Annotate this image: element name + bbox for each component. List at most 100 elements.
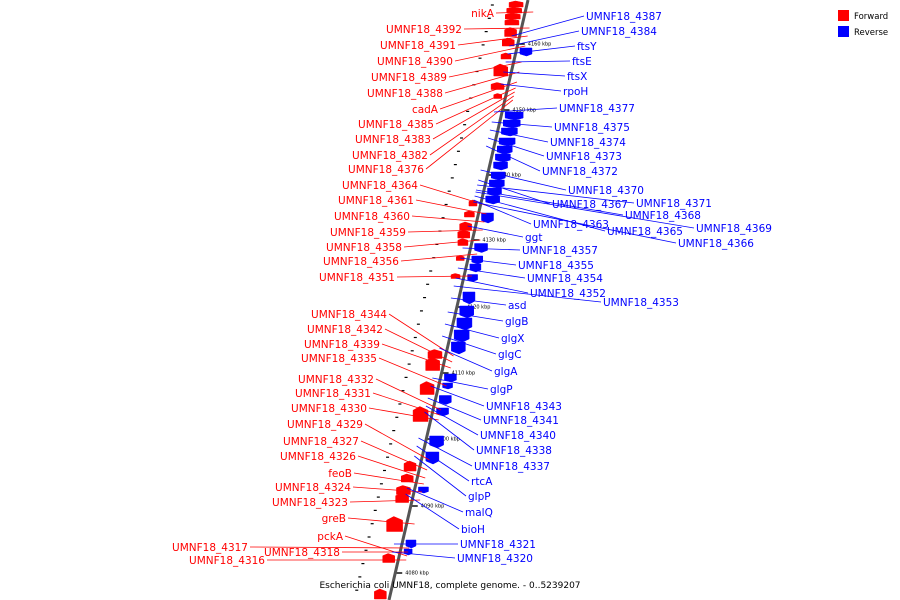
gene-label: UMNF18_4376 — [348, 164, 424, 176]
label-leader-line — [418, 437, 473, 467]
labels-layer: nikA UMNF18_4392 UMNF18_4391 UMNF18_4390 UMN… — [172, 8, 772, 567]
label-leader-line — [455, 277, 529, 294]
label-leader-line — [360, 440, 428, 471]
gene-label: UMNF18_4372 — [542, 166, 618, 178]
gene-label: glpP — [468, 491, 491, 503]
gene-label: UMNF18_4375 — [554, 122, 630, 134]
label-leader-line — [480, 169, 567, 191]
label-leader-line — [352, 486, 423, 493]
gene-label: UMNF18_4341 — [483, 415, 559, 427]
label-leader-line — [467, 225, 524, 238]
gene-label: UMNF18_4360 — [334, 211, 410, 223]
label-leader-line — [414, 455, 467, 497]
reverse-gene-block — [493, 161, 508, 171]
gene-label: UMNF18_4377 — [559, 103, 635, 115]
gene-label: UMNF18_4368 — [625, 210, 701, 222]
gene-label: UMNF18_4338 — [476, 445, 552, 457]
gene-label: UMNF18_4320 — [457, 553, 533, 565]
reverse-gene-block — [474, 243, 488, 253]
gene-label: ftsY — [577, 41, 597, 53]
legend-forward-swatch — [838, 10, 849, 21]
label-leader-line — [503, 71, 566, 77]
gene-label: UMNF18_4391 — [380, 40, 456, 52]
gene-label: asd — [508, 300, 527, 312]
reverse-gene-block — [485, 195, 500, 205]
label-leader-line — [491, 121, 553, 128]
gene-label: UMNF18_4384 — [581, 26, 657, 38]
reverse-gene-block — [425, 451, 440, 465]
gene-label: ftsX — [567, 71, 587, 83]
label-leader-line — [507, 45, 576, 55]
gene-label: rtcA — [471, 476, 493, 488]
reverse-gene-block — [418, 486, 429, 494]
gene-label: UMNF18_4332 — [298, 374, 374, 386]
gene-label: UMNF18_4374 — [550, 137, 626, 149]
label-leader-line — [486, 145, 541, 172]
gene-label: UMNF18_4356 — [323, 256, 399, 268]
forward-gene-block — [425, 357, 440, 371]
forward-gene-block — [505, 12, 521, 20]
gene-label: UMNF18_4370 — [568, 185, 644, 197]
gene-label: malQ — [465, 507, 493, 519]
reverse-gene-block — [490, 171, 506, 181]
gene-label: UMNF18_4364 — [342, 180, 418, 192]
forward-gene-block — [459, 221, 472, 231]
reverse-gene-block — [498, 137, 516, 147]
gene-label: nikA — [471, 8, 495, 20]
gene-label: UMNF18_4392 — [386, 24, 462, 36]
reverse-gene-block — [444, 373, 457, 383]
label-leader-line — [406, 487, 464, 513]
forward-gene-block — [457, 229, 471, 239]
gene-label: UMNF18_4389 — [371, 72, 447, 84]
gene-label: greB — [322, 513, 346, 525]
tick-label: 4140 kbp — [497, 173, 521, 179]
gene-label: UMNF18_4330 — [291, 403, 367, 415]
label-leader-line — [509, 30, 580, 47]
gene-label: UMNF18_4373 — [546, 151, 622, 163]
gene-label: UMNF18_4316 — [189, 555, 265, 567]
gene-label: pckA — [317, 531, 344, 543]
reverse-gene-block — [429, 435, 444, 449]
label-leader-line — [500, 83, 562, 92]
gene-label: UMNF18_4359 — [330, 227, 406, 239]
label-leader-line — [249, 546, 410, 549]
gene-label: UMNF18_4382 — [352, 150, 428, 162]
reverse-gene-block — [451, 341, 466, 355]
label-leader-line — [405, 493, 460, 530]
reverse-gene-block — [462, 291, 476, 305]
label-leader-line — [429, 95, 514, 156]
gene-label: UMNF18_4321 — [460, 539, 536, 551]
forward-gene-block — [508, 0, 524, 8]
tick-label: 4080 kbp — [405, 571, 429, 577]
label-leader-line — [344, 535, 408, 557]
label-leader-line — [364, 423, 430, 461]
gene-label: glgA — [494, 366, 518, 378]
tick-label: 4110 kbp — [452, 371, 476, 377]
reverse-gene-block — [504, 111, 524, 121]
gene-label: UMNF18_4318 — [264, 547, 340, 559]
gene-label: UMNF18_4390 — [377, 56, 453, 68]
label-leader-line — [511, 15, 585, 37]
gene-label: UMNF18_4383 — [355, 134, 431, 146]
gene-label: UMNF18_4342 — [307, 324, 383, 336]
forward-gene-block — [493, 63, 509, 77]
reverse-gene-block — [481, 212, 494, 224]
label-leader-line — [460, 257, 517, 266]
label-leader-line — [487, 137, 545, 157]
label-leader-line — [444, 323, 500, 339]
legend: Forward Reverse — [838, 10, 888, 38]
label-leader-line — [454, 45, 526, 62]
label-leader-line — [425, 405, 479, 436]
gene-label: UMNF18_4353 — [603, 297, 679, 309]
gene-label: UMNF18_4351 — [319, 272, 395, 284]
forward-gene-block — [506, 6, 522, 14]
gene-label: UMNF18_4340 — [480, 430, 556, 442]
reverse-gene-block — [456, 317, 473, 331]
tick-label: 4120 kbp — [467, 305, 491, 311]
gene-label: UMNF18_4343 — [486, 401, 562, 413]
label-leader-line — [411, 215, 485, 223]
gene-label: bioH — [461, 524, 485, 536]
gene-label: cadA — [412, 104, 439, 116]
gene-label: UMNF18_4387 — [586, 11, 662, 23]
label-leader-line — [494, 107, 558, 113]
